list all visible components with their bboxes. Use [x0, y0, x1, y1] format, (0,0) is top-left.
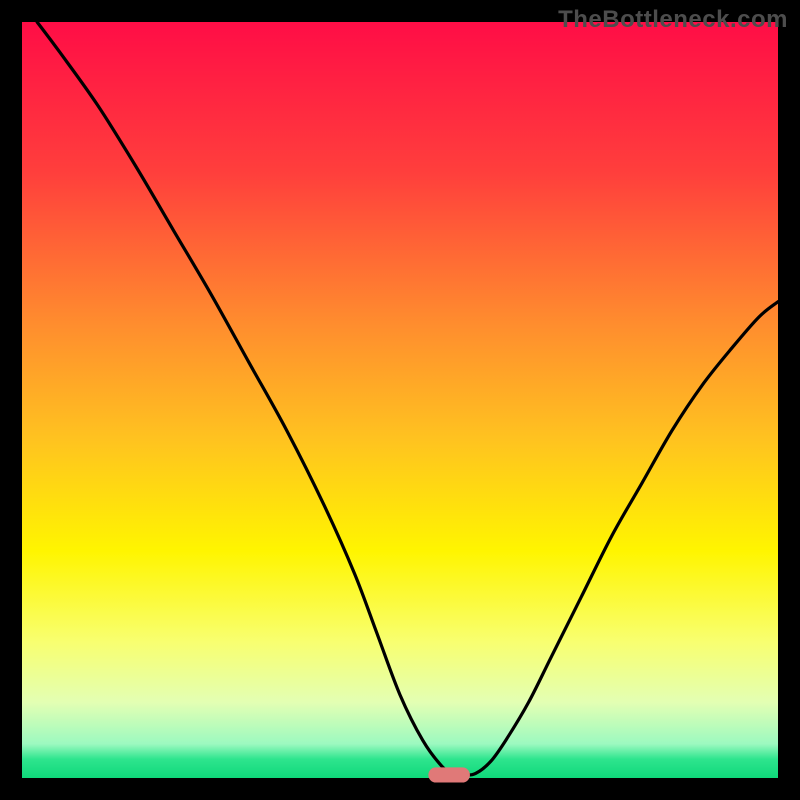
chart-background [22, 22, 778, 778]
chart-container: TheBottleneck.com [0, 0, 800, 800]
watermark-text: TheBottleneck.com [558, 6, 788, 34]
bottleneck-chart [0, 0, 800, 800]
optimal-marker [428, 767, 470, 782]
